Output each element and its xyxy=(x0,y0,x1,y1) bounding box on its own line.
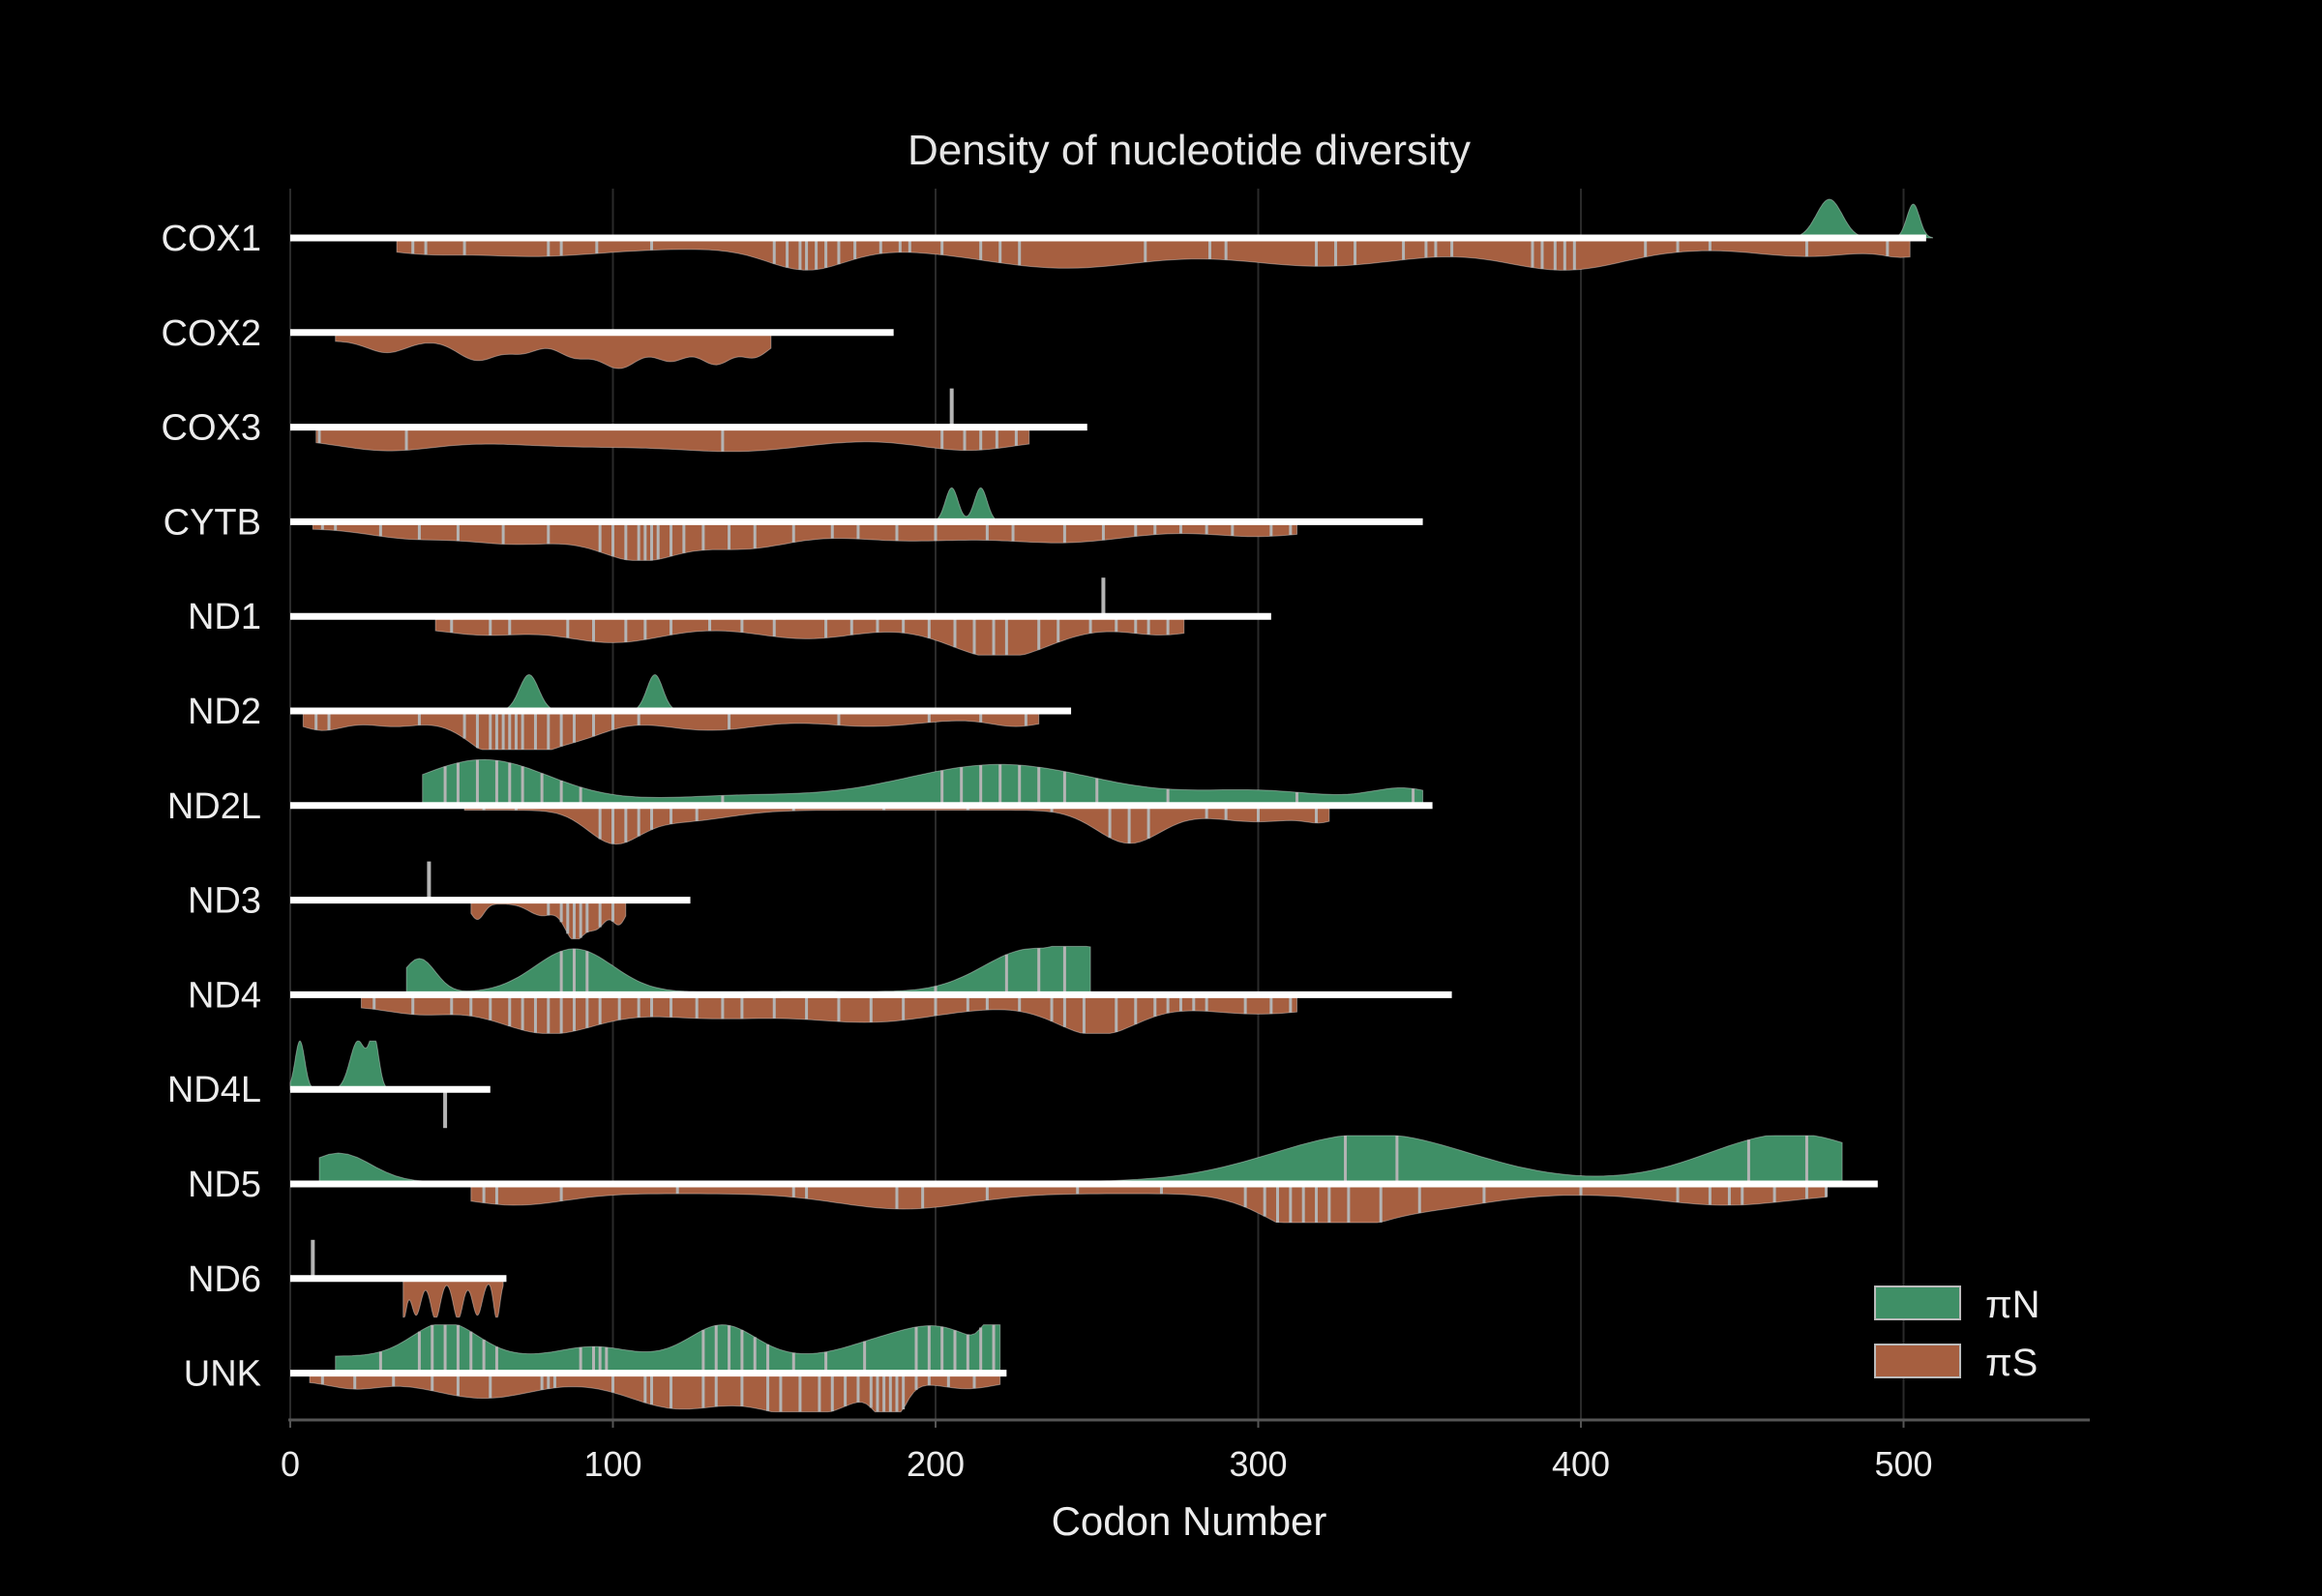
gene-row-cytb xyxy=(290,487,1423,561)
gene-labels: COX1 COX2 COX3 CYTB ND1 ND2 ND2L ND3 ND4 ND4L ND5 N… xyxy=(162,219,261,1395)
x-tick-label-500: 500 xyxy=(1874,1444,1932,1484)
gene-label-cytb: CYTB xyxy=(164,502,261,543)
gene-row-nd6 xyxy=(290,1239,507,1318)
gene-label-unk: UNK xyxy=(184,1354,261,1395)
piS-ridge-cytb xyxy=(312,520,1297,561)
gene-row-cox3 xyxy=(290,388,1087,453)
gene-row-nd4l xyxy=(289,1040,491,1129)
gene-label-nd4: ND4 xyxy=(188,975,261,1016)
gene-label-cox3: COX3 xyxy=(162,408,261,449)
ridges xyxy=(289,198,1933,1413)
gene-label-nd1: ND1 xyxy=(188,597,261,637)
x-axis: 0 100 200 300 400 500 xyxy=(281,1418,2090,1484)
gene-row-nd4 xyxy=(290,945,1452,1034)
gene-row-nd5 xyxy=(290,1135,1878,1224)
piS-ridge-nd5 xyxy=(470,1183,1827,1224)
x-axis-title: Codon Number xyxy=(1052,1498,1327,1544)
gene-label-nd6: ND6 xyxy=(188,1259,261,1300)
gene-label-nd2l: ND2L xyxy=(167,786,261,827)
piN-ridge-nd5 xyxy=(318,1135,1843,1185)
piS-ridge-nd6 xyxy=(402,1278,504,1318)
gene-row-nd2l xyxy=(290,758,1433,845)
piS-ridge-nd2l xyxy=(463,805,1330,845)
legend-swatch-piN xyxy=(1874,1286,1961,1320)
legend-swatch-piS xyxy=(1874,1344,1961,1378)
piN-ridge-unk xyxy=(335,1324,1001,1374)
x-tick-label-300: 300 xyxy=(1229,1444,1287,1484)
piS-ridge-nd4 xyxy=(360,993,1297,1034)
gene-row-nd3 xyxy=(290,861,691,940)
gene-label-nd5: ND5 xyxy=(188,1165,261,1205)
x-tick-label-400: 400 xyxy=(1552,1444,1610,1484)
legend: πN πS xyxy=(1874,1284,2039,1384)
gene-label-nd3: ND3 xyxy=(188,881,261,922)
piS-ridge-nd2 xyxy=(302,710,1040,751)
piS-ridge-cox1 xyxy=(396,237,1911,271)
gene-row-unk xyxy=(290,1324,1007,1413)
gene-label-cox1: COX1 xyxy=(162,219,261,259)
gene-label-cox2: COX2 xyxy=(162,313,261,354)
piN-ridge-nd4 xyxy=(405,945,1091,995)
piN-ridge-cox1 xyxy=(1790,198,1933,239)
piN-ridge-nd4l xyxy=(289,1040,390,1090)
piN-ridge-nd2l xyxy=(422,758,1424,807)
gene-row-nd2 xyxy=(290,673,1072,751)
gene-label-nd4l: ND4L xyxy=(167,1070,261,1110)
legend-label-piN: πN xyxy=(1985,1284,2039,1326)
legend-label-piS: πS xyxy=(1985,1342,2038,1384)
x-tick-label-0: 0 xyxy=(281,1444,300,1484)
gene-row-cox2 xyxy=(290,329,894,369)
gene-label-nd2: ND2 xyxy=(188,692,261,732)
x-tick-label-100: 100 xyxy=(583,1444,641,1484)
piS-ridge-nd1 xyxy=(434,615,1185,656)
chart-title: Density of nucleotide diversity xyxy=(908,127,1471,174)
piN-ridge-cytb xyxy=(932,487,1001,522)
gene-row-nd1 xyxy=(290,577,1271,656)
piN-ridge-nd2 xyxy=(499,673,680,712)
piS-ridge-cox2 xyxy=(335,332,772,369)
piS-ridge-cox3 xyxy=(315,427,1030,453)
gene-row-cox1 xyxy=(290,198,1933,271)
x-tick-label-200: 200 xyxy=(907,1444,965,1484)
